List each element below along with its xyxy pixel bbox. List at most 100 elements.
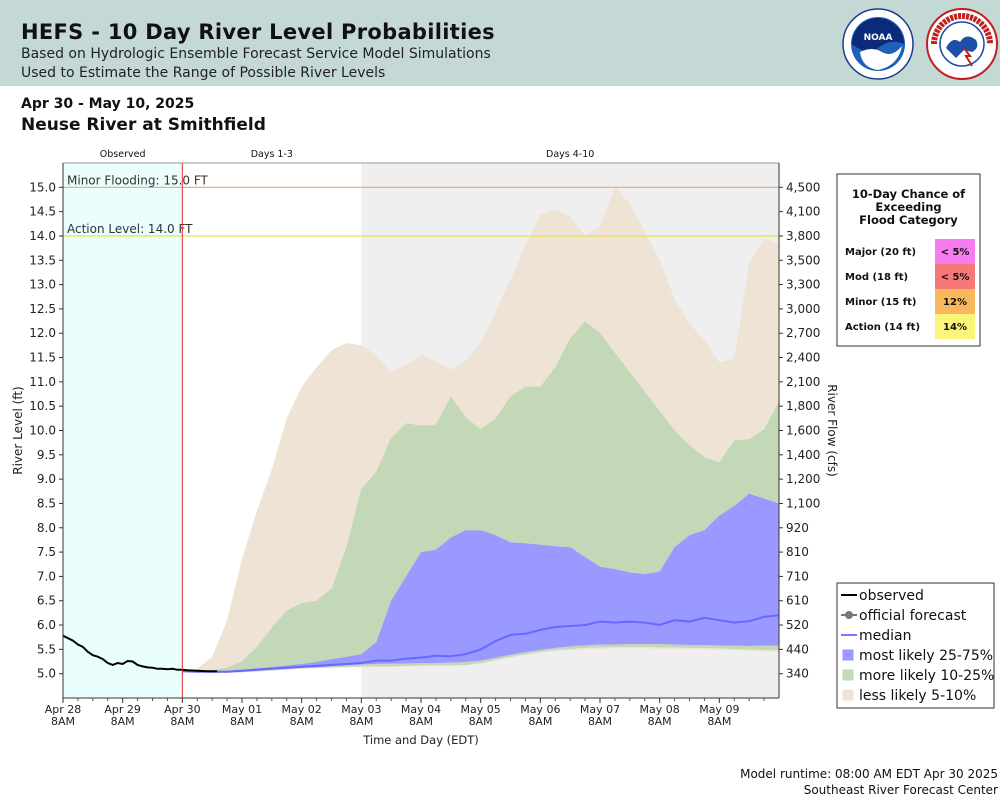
flow-tick-label-18: 520 (786, 618, 809, 632)
y-tick-label-1: 5.5 (37, 642, 56, 656)
region-label-0: Observed (100, 149, 146, 160)
y-tick-label-11: 10.5 (29, 399, 56, 413)
noaa-logo: NOAA (842, 8, 914, 80)
threshold-label-1: Action Level: 14.0 FT (67, 222, 193, 236)
prob-row-label-1: Mod (18 ft) (845, 272, 908, 283)
x-tick-sublabel-10: 8AM (648, 715, 672, 728)
page-title: HEFS - 10 Day River Level Probabilities (21, 20, 495, 44)
x-tick-sublabel-4: 8AM (290, 715, 314, 728)
prob-table-title-line-0: 10-Day Chance of (852, 187, 966, 201)
region-label-2: Days 4-10 (546, 149, 594, 160)
flow-tick-label-8: 2,100 (786, 375, 820, 389)
flow-tick-label-14: 920 (786, 521, 809, 535)
legend-label-5: less likely 5-10% (859, 688, 976, 704)
x-tick-sublabel-6: 8AM (409, 715, 433, 728)
location-name: Neuse River at Smithfield (21, 115, 266, 135)
y-tick-label-16: 13.0 (29, 278, 56, 292)
flow-tick-label-4: 3,300 (786, 278, 820, 292)
x-tick-label-0: Apr 28 (45, 703, 82, 716)
legend-swatch-dot-1 (845, 611, 853, 619)
flow-tick-label-1: 4,100 (786, 205, 820, 219)
x-tick-sublabel-7: 8AM (469, 715, 493, 728)
flow-tick-label-10: 1,600 (786, 424, 820, 438)
y-tick-label-18: 14.0 (29, 229, 56, 243)
flow-tick-label-0: 4,500 (786, 180, 820, 194)
x-tick-sublabel-2: 8AM (170, 715, 194, 728)
x-tick-label-3: May 01 (222, 703, 262, 716)
x-tick-label-6: May 04 (401, 703, 441, 716)
prob-row-value-0: < 5% (941, 247, 970, 258)
prob-row-value-1: < 5% (941, 272, 970, 283)
observed-line (62, 634, 218, 673)
x-tick-label-1: Apr 29 (104, 703, 141, 716)
y-tick-label-13: 11.5 (29, 351, 56, 365)
region-label-1: Days 1-3 (251, 149, 293, 160)
x-tick-label-7: May 05 (461, 703, 501, 716)
legend-swatch-3 (842, 649, 854, 661)
flow-tick-label-20: 340 (786, 667, 809, 681)
legend-label-1: official forecast (859, 608, 967, 624)
x-tick-label-2: Apr 30 (164, 703, 201, 716)
legend-swatch-4 (842, 669, 854, 681)
y-tick-label-17: 13.5 (29, 253, 56, 267)
y-tick-label-10: 10.0 (29, 424, 56, 438)
median-line (182, 614, 780, 673)
legend-box (836, 582, 995, 709)
header-banner: HEFS - 10 Day River Level Probabilities … (0, 0, 1000, 86)
subtitle-line-1: Based on Hydrologic Ensemble Forecast Se… (21, 46, 491, 62)
flow-tick-label-12: 1,200 (786, 472, 820, 486)
x-tick-sublabel-11: 8AM (707, 715, 731, 728)
flow-tick-label-2: 3,800 (786, 229, 820, 243)
y-tick-label-7: 8.5 (37, 496, 56, 510)
flow-tick-label-16: 710 (786, 569, 809, 583)
prob-row-label-3: Action (14 ft) (845, 322, 920, 333)
date-range: Apr 30 - May 10, 2025 (21, 96, 195, 112)
y-tick-label-0: 5.0 (37, 667, 56, 681)
x-tick-sublabel-3: 8AM (230, 715, 254, 728)
prob-row-label-0: Major (20 ft) (845, 247, 916, 258)
y-tick-label-12: 11.0 (29, 375, 56, 389)
flow-tick-label-11: 1,400 (786, 448, 820, 462)
y-tick-label-2: 6.0 (37, 618, 56, 632)
flow-tick-label-3: 3,500 (786, 253, 820, 267)
prob-row-swatch-2 (935, 289, 975, 314)
model-runtime: Model runtime: 08:00 AM EDT Apr 30 2025 (740, 767, 998, 781)
legend-label-3: most likely 25-75% (859, 648, 993, 664)
x-tick-label-10: May 08 (640, 703, 680, 716)
subtitle-line-2: Used to Estimate the Range of Possible R… (21, 65, 386, 81)
prob-row-swatch-3 (935, 314, 975, 339)
y-axis-title: River Level (ft) (11, 386, 25, 474)
x-tick-label-5: May 03 (341, 703, 381, 716)
band-more-likely-upper (182, 321, 780, 672)
x-tick-sublabel-9: 8AM (588, 715, 612, 728)
nws-logo (926, 8, 998, 80)
flow-tick-label-7: 2,400 (786, 351, 820, 365)
flow-tick-label-5: 3,000 (786, 302, 820, 316)
x-tick-sublabel-1: 8AM (111, 715, 135, 728)
forecast-center: Southeast River Forecast Center (803, 783, 998, 797)
x-tick-label-9: May 07 (580, 703, 620, 716)
band-more-likely-lower (182, 644, 780, 673)
prob-row-swatch-0 (935, 239, 975, 264)
y-axis-title-right: River Flow (cfs) (825, 384, 839, 477)
y-tick-label-15: 12.5 (29, 302, 56, 316)
y-tick-label-20: 15.0 (29, 180, 56, 194)
svg-text:NOAA: NOAA (864, 33, 893, 43)
prob-row-value-3: 14% (943, 322, 967, 333)
x-tick-sublabel-8: 8AM (528, 715, 552, 728)
region-bg-0 (63, 163, 183, 698)
prob-table-title-line-2: Flood Category (859, 213, 958, 227)
prob-row-label-2: Minor (15 ft) (845, 297, 916, 308)
x-tick-sublabel-0: 8AM (51, 715, 75, 728)
x-tick-label-8: May 06 (520, 703, 560, 716)
flow-tick-label-15: 810 (786, 545, 809, 559)
x-axis-title: Time and Day (EDT) (362, 733, 479, 747)
legend-label-0: observed (859, 588, 924, 604)
x-tick-label-11: May 09 (699, 703, 739, 716)
legend-label-2: median (859, 628, 911, 644)
y-tick-label-19: 14.5 (29, 205, 56, 219)
legend-label-4: more likely 10-25% (859, 668, 994, 684)
flow-tick-label-9: 1,800 (786, 399, 820, 413)
y-tick-label-4: 7.0 (37, 569, 56, 583)
